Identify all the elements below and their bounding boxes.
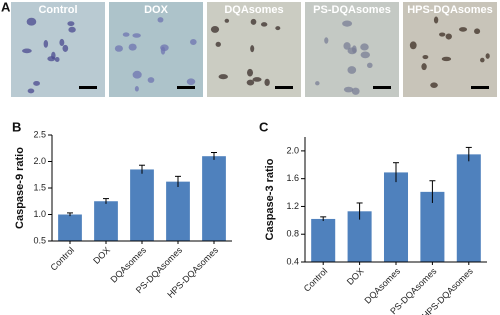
cell	[347, 47, 357, 55]
cell	[160, 46, 166, 55]
y-tick-label: 2.0	[33, 156, 46, 166]
scale-bar	[471, 86, 489, 89]
cell	[224, 18, 230, 23]
x-tick-label: DOX	[91, 245, 112, 266]
scale-bar	[177, 86, 195, 89]
cell	[409, 41, 417, 50]
bar	[94, 201, 118, 241]
cell	[324, 37, 329, 44]
cell	[147, 77, 155, 83]
image-label: HPS-DQAsomes	[407, 4, 493, 16]
y-tick-label: 0.8	[286, 229, 299, 239]
cell	[218, 74, 228, 80]
cell	[250, 45, 255, 53]
cell	[260, 22, 268, 27]
y-tick-label: 1.0	[33, 209, 46, 219]
cell	[343, 86, 354, 93]
scale-bar	[373, 86, 391, 89]
cell	[351, 87, 360, 95]
cell	[433, 16, 439, 24]
cell	[252, 77, 262, 82]
cell	[210, 26, 220, 33]
cell	[439, 32, 446, 37]
bar	[420, 191, 445, 262]
image-label: Control	[38, 4, 77, 16]
cell	[33, 80, 40, 86]
y-axis-label: Caspase-3 ratio	[264, 158, 276, 240]
image-label: DQAsomes	[224, 4, 283, 16]
bar	[311, 218, 336, 262]
cell	[190, 39, 197, 46]
cell	[26, 17, 37, 26]
cell	[315, 81, 320, 86]
cell	[480, 57, 485, 63]
image-label: PS-DQAsomes	[313, 4, 391, 16]
image-label: DOX	[144, 4, 169, 16]
x-tick-label: Control	[302, 266, 330, 294]
cell	[421, 63, 427, 71]
cell	[132, 33, 141, 38]
cell	[27, 88, 35, 94]
panel-label: C	[259, 119, 269, 134]
cell	[43, 40, 49, 48]
cell	[445, 33, 452, 40]
cell	[485, 53, 490, 59]
cell	[157, 17, 164, 23]
y-axis-label: Caspase-9 ratio	[14, 147, 26, 229]
bar	[383, 172, 409, 262]
bar	[347, 211, 372, 262]
cell	[275, 26, 281, 31]
cell	[62, 44, 69, 52]
cell	[250, 18, 257, 25]
cell	[215, 41, 221, 47]
panel-label: A	[1, 0, 11, 14]
cell	[474, 28, 481, 35]
x-tick-label: Control	[49, 245, 77, 273]
cell	[458, 27, 468, 32]
cell	[247, 68, 254, 77]
cell	[114, 45, 123, 52]
micrograph	[403, 2, 497, 97]
panel-label: B	[12, 119, 21, 134]
cell	[360, 51, 371, 59]
bar	[456, 154, 481, 262]
cell	[186, 78, 196, 85]
y-tick-label: 0.5	[33, 235, 46, 245]
cell	[122, 32, 130, 37]
cell	[134, 86, 139, 92]
cell	[59, 38, 65, 46]
cell	[22, 48, 32, 54]
y-tick-label: 2.0	[286, 145, 299, 155]
cell	[360, 43, 369, 51]
cell	[430, 82, 438, 88]
x-tick-label: DOX	[345, 266, 366, 287]
y-tick-label: 1.2	[286, 201, 299, 211]
cell	[128, 43, 137, 51]
cell	[441, 56, 452, 62]
y-tick-label: 0.4	[286, 256, 299, 266]
cell	[132, 70, 142, 79]
cell	[67, 21, 75, 27]
cell	[68, 26, 76, 33]
cell	[366, 62, 373, 69]
scale-bar	[275, 86, 293, 89]
y-tick-label: 1.5	[33, 182, 46, 192]
bar	[202, 156, 226, 241]
bar	[166, 181, 190, 241]
cell	[347, 66, 357, 74]
cell	[54, 57, 60, 62]
cell	[246, 79, 255, 86]
y-tick-label: 1.6	[286, 173, 299, 183]
cell	[264, 78, 270, 87]
cell	[343, 42, 351, 50]
cell	[342, 20, 353, 27]
cell	[47, 56, 56, 62]
cell	[422, 55, 429, 60]
scale-bar	[79, 86, 97, 89]
bar	[58, 214, 82, 241]
bar	[130, 169, 154, 241]
y-tick-label: 2.5	[33, 129, 46, 139]
